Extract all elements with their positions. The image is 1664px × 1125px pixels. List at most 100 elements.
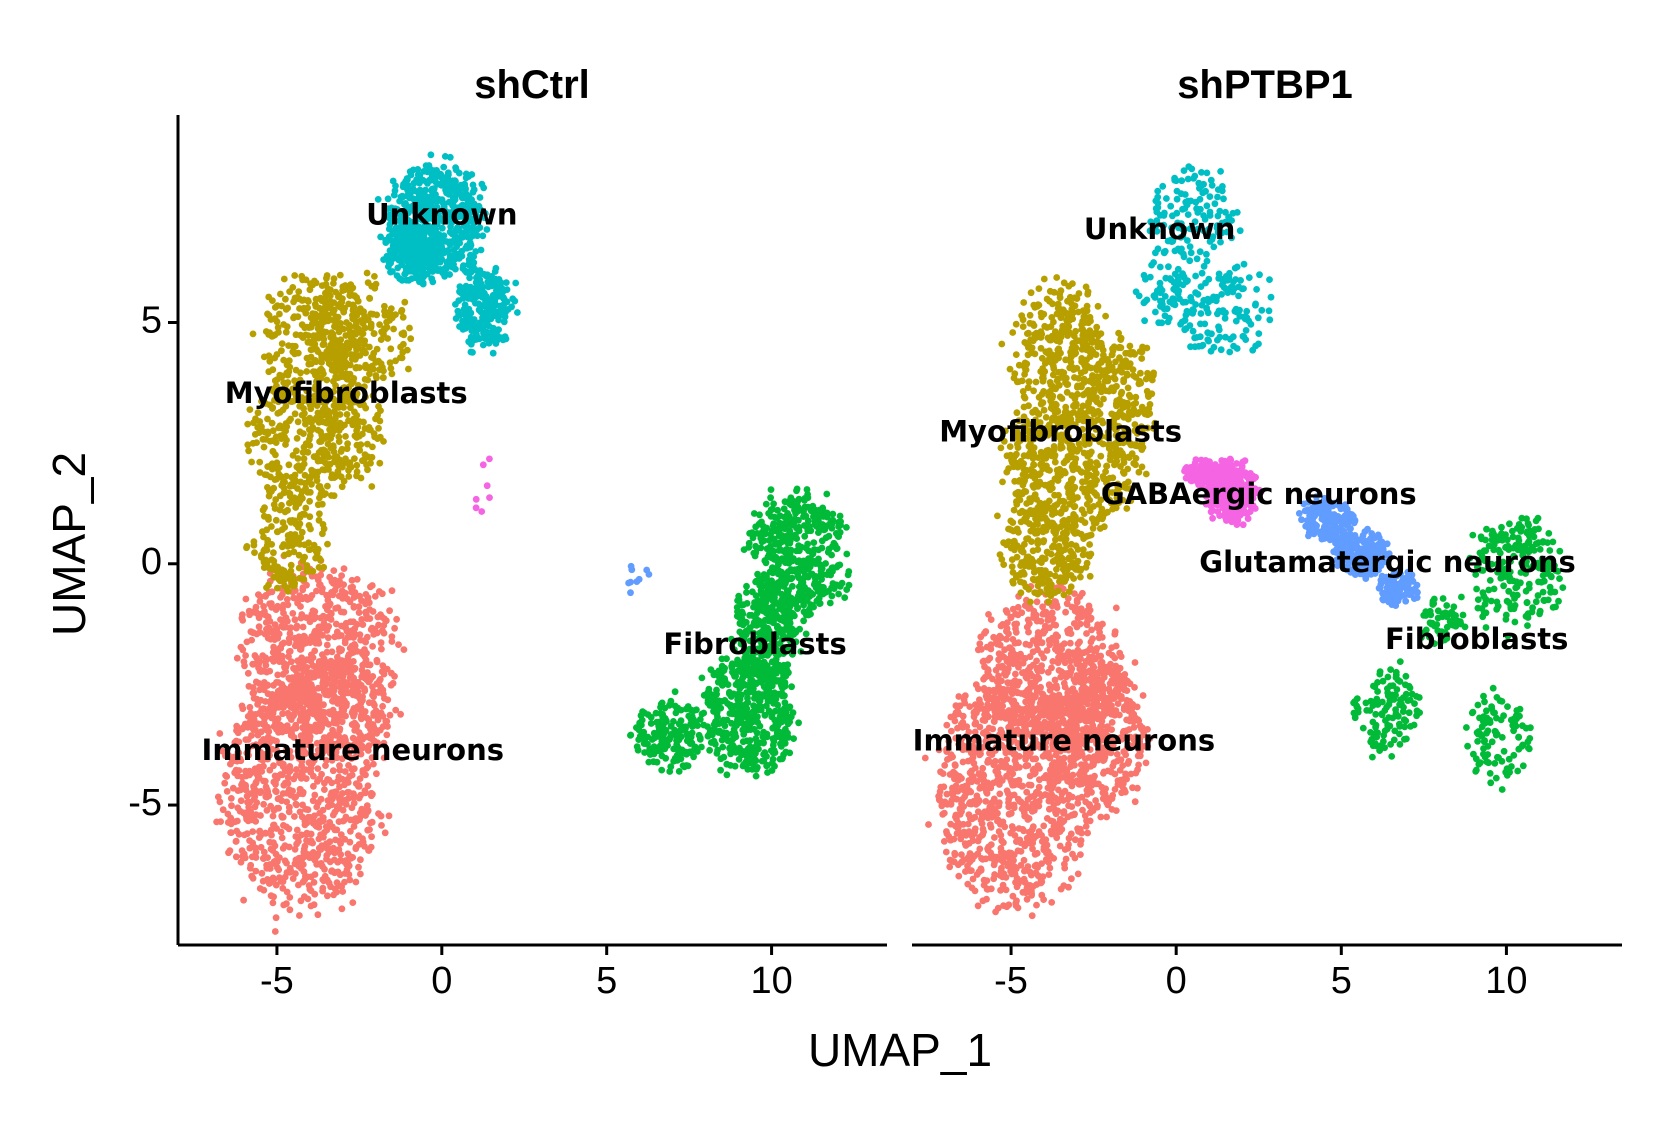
cell-point — [256, 469, 264, 476]
cell-point — [416, 267, 423, 274]
cell-point — [322, 762, 329, 769]
cell-point — [361, 646, 368, 653]
cell-point — [333, 628, 341, 636]
cell-point — [342, 813, 350, 821]
cell-point — [260, 603, 267, 610]
cell-point — [285, 549, 293, 557]
cell-point — [658, 733, 665, 740]
cluster-points-myofibroblasts — [243, 269, 415, 595]
cell-point — [766, 536, 773, 544]
cell-point — [391, 624, 398, 632]
cell-point — [285, 803, 293, 811]
cell-point — [726, 688, 733, 696]
cell-point — [284, 774, 292, 781]
cell-point — [356, 631, 364, 639]
cell-point — [283, 596, 291, 603]
cell-point — [310, 879, 318, 886]
cell-point — [273, 528, 281, 536]
cell-point — [316, 510, 323, 518]
cell-point — [276, 408, 284, 416]
cell-point — [281, 523, 289, 531]
cell-point — [775, 547, 783, 554]
cell-point — [384, 335, 392, 342]
cell-point — [257, 710, 265, 718]
cell-point — [331, 586, 339, 594]
cell-point — [334, 313, 342, 321]
cell-point — [332, 368, 339, 375]
cell-point — [758, 518, 765, 526]
cell-point — [307, 724, 315, 732]
cell-point — [727, 762, 734, 769]
cell-point — [451, 182, 459, 190]
cell-point — [769, 735, 777, 743]
cell-point — [268, 332, 276, 340]
cell-point — [243, 809, 250, 816]
cell-point — [383, 731, 391, 739]
cell-point — [297, 511, 304, 519]
cell-point — [297, 897, 305, 905]
cell-point — [803, 486, 811, 493]
cell-point — [295, 500, 303, 507]
cell-point — [291, 350, 299, 358]
cell-point — [257, 610, 264, 618]
cell-point — [286, 906, 294, 914]
cell-point — [228, 802, 235, 810]
cell-point — [345, 466, 352, 474]
cell-point — [270, 557, 278, 565]
cell-point — [276, 492, 284, 500]
cell-point — [292, 772, 300, 779]
cell-point — [312, 614, 320, 621]
cell-point — [469, 181, 477, 189]
cell-point — [263, 584, 270, 591]
cell-point — [778, 590, 786, 598]
cell-point — [379, 690, 387, 698]
cell-point — [370, 693, 377, 701]
cell-point — [364, 316, 371, 324]
cell-point — [804, 540, 811, 548]
cell-point — [234, 729, 242, 737]
cell-point — [363, 615, 371, 622]
cell-point — [323, 757, 330, 764]
cell-point — [651, 745, 659, 753]
cell-point — [316, 414, 324, 422]
cell-point — [317, 428, 324, 436]
cell-point — [242, 781, 249, 789]
cell-point — [241, 831, 248, 839]
cell-point — [284, 779, 292, 787]
cell-point — [416, 172, 424, 180]
cell-point — [316, 775, 324, 783]
cell-point — [422, 257, 430, 265]
cell-point — [462, 185, 469, 192]
cell-point — [279, 710, 286, 718]
cell-point — [311, 647, 319, 655]
cell-point — [821, 523, 829, 530]
cell-point — [399, 241, 407, 249]
cell-point — [325, 301, 332, 309]
cell-point — [292, 724, 300, 732]
cell-point — [327, 435, 334, 442]
cell-point — [319, 815, 327, 823]
cell-point — [266, 667, 274, 675]
cell-point — [798, 584, 806, 592]
cell-point — [374, 716, 382, 724]
cell-point — [262, 661, 270, 669]
cell-point — [296, 912, 303, 919]
cell-point — [299, 333, 307, 341]
cell-point — [257, 843, 265, 851]
cell-point — [292, 800, 300, 808]
cell-point — [386, 607, 393, 615]
cell-point — [285, 489, 292, 497]
cell-point — [391, 672, 398, 680]
cell-point — [377, 639, 385, 647]
cell-point — [793, 487, 800, 495]
cell-point — [296, 592, 304, 599]
cell-point — [835, 590, 842, 598]
cell-point — [323, 852, 331, 859]
cell-point — [327, 657, 335, 665]
cell-point — [285, 674, 293, 682]
cell-point — [369, 608, 377, 615]
cell-point — [674, 704, 682, 712]
cell-point — [341, 768, 349, 775]
cell-point — [446, 271, 453, 278]
cell-point — [340, 308, 348, 316]
